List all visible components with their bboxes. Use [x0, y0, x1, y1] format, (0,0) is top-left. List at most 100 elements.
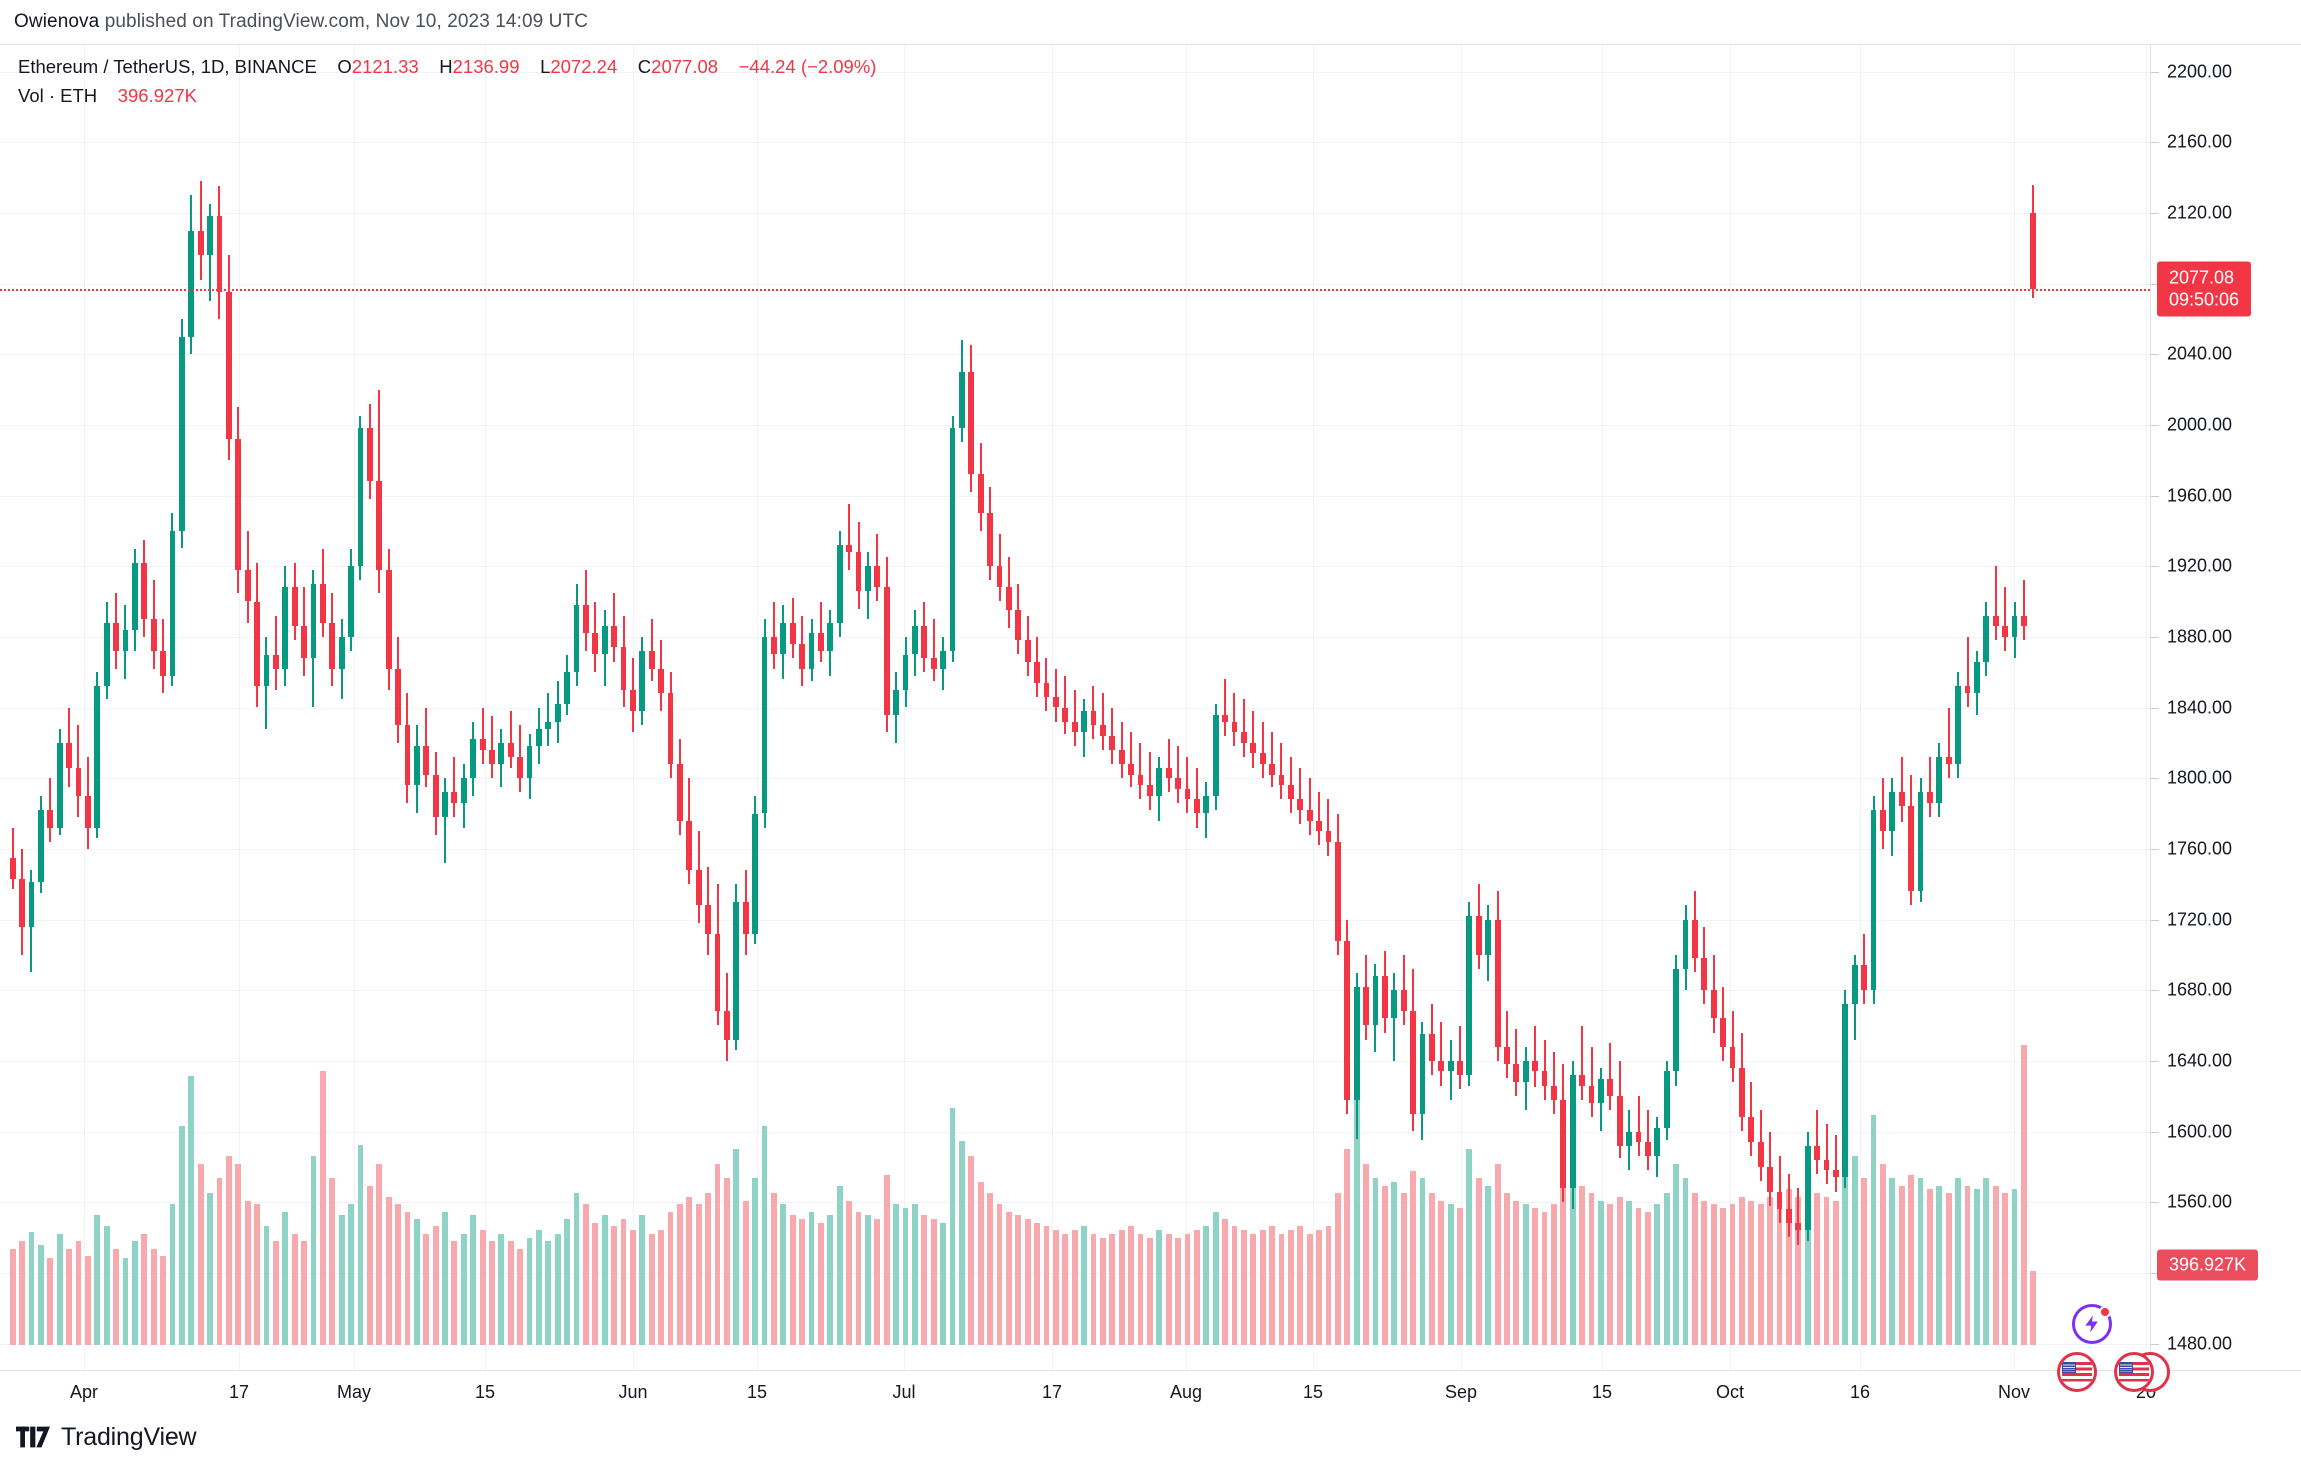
- candle-body: [1804, 1145, 1811, 1231]
- candle-body: [686, 820, 693, 871]
- chart-plot-area[interactable]: [0, 45, 2150, 1370]
- candle-body: [1551, 1085, 1557, 1100]
- volume-bar: [84, 1256, 91, 1345]
- candle-body: [583, 605, 589, 634]
- volume-bar: [658, 1230, 665, 1345]
- economic-event-marker-1[interactable]: [2057, 1352, 2097, 1392]
- horizontal-gridline: [0, 848, 2150, 850]
- candle-body: [47, 809, 54, 828]
- volume-bar: [1015, 1215, 1022, 1345]
- volume-bar: [1983, 1178, 1990, 1345]
- attribution-published-text: published on TradingView.com,: [104, 11, 371, 32]
- lightning-bolt-icon: [2085, 1315, 2098, 1333]
- volume-bar: [1034, 1222, 1040, 1345]
- earnings-lightning-marker[interactable]: [2072, 1304, 2112, 1344]
- price-tick-dash: [2151, 283, 2159, 285]
- volume-bar: [583, 1204, 589, 1345]
- volume-bar: [827, 1215, 834, 1345]
- candle-body: [893, 689, 900, 715]
- candle-wick: [1440, 1021, 1443, 1086]
- candle-body: [329, 622, 336, 669]
- price-tick-dash: [2151, 566, 2159, 568]
- volume-bar: [1099, 1237, 1106, 1345]
- candle-body: [319, 583, 326, 623]
- time-scale[interactable]: Apr 17 May 15 Jun 15 Jul 17 Aug 15 Sep 15 Oct 16 Nov 20: [0, 1370, 2301, 1414]
- candle-body: [1381, 976, 1388, 1019]
- price-tick-dash: [2151, 707, 2159, 709]
- candle-body: [9, 857, 16, 879]
- candle-body: [958, 371, 965, 429]
- candle-wick: [509, 711, 512, 768]
- candle-body: [1786, 1209, 1792, 1224]
- legend-symbol[interactable]: Ethereum / TetherUS, 1D, BINANCE: [18, 56, 317, 77]
- volume-bar: [1701, 1200, 1708, 1345]
- economic-event-marker-2[interactable]: [2114, 1352, 2154, 1392]
- volume-bar: [1579, 1185, 1586, 1345]
- volume-bar: [724, 1178, 730, 1345]
- price-tick-dash: [2151, 990, 2159, 992]
- volume-bar: [1635, 1207, 1642, 1345]
- volume-bar: [996, 1204, 1003, 1345]
- candle-body: [601, 626, 608, 655]
- attribution-timestamp: Nov 10, 2023 14:09 UTC: [375, 11, 589, 32]
- candle-body: [1494, 919, 1501, 1047]
- candle-body: [1635, 1131, 1642, 1143]
- candle-body: [1851, 965, 1858, 1005]
- candle-body: [507, 742, 514, 757]
- legend-volume-label[interactable]: Vol · ETH: [18, 85, 98, 106]
- candle-body: [1842, 1004, 1849, 1178]
- volume-bar: [1193, 1230, 1200, 1345]
- candle-body: [291, 587, 298, 627]
- legend-low-value: 2072.24: [550, 56, 618, 77]
- candle-body: [667, 693, 674, 765]
- footer: TradingView: [0, 1413, 2301, 1461]
- candle-body: [1598, 1078, 1604, 1104]
- candle-body: [272, 654, 279, 669]
- candle-wick: [1148, 751, 1151, 810]
- candle-wick: [1252, 711, 1255, 768]
- volume-bar: [1908, 1174, 1915, 1345]
- horizontal-gridline: [0, 1131, 2150, 1133]
- horizontal-gridline: [0, 1060, 2150, 1062]
- candle-body: [1193, 799, 1200, 814]
- candle-body: [1626, 1131, 1633, 1146]
- volume-bar: [1936, 1185, 1943, 1345]
- candle-wick: [2022, 580, 2025, 641]
- volume-bar: [977, 1182, 984, 1345]
- price-scale[interactable]: 2077.08 09:50:06 396.927K 2200.00 2160.00…: [2150, 45, 2301, 1414]
- volume-bar: [1880, 1163, 1886, 1345]
- volume-bar: [1090, 1233, 1097, 1345]
- candle-body: [1870, 809, 1877, 991]
- volume-bar: [1504, 1193, 1510, 1345]
- horizontal-gridline: [0, 283, 2150, 285]
- volume-bar: [1739, 1196, 1745, 1345]
- candle-wick: [444, 778, 446, 863]
- candle-wick: [274, 615, 277, 690]
- candle-body: [1475, 915, 1482, 955]
- candle-body: [1175, 778, 1181, 789]
- volume-bar: [178, 1126, 185, 1345]
- volume-bar: [1344, 1148, 1351, 1345]
- candle-body: [1917, 792, 1924, 892]
- volume-bar: [677, 1204, 683, 1345]
- volume-bar: [507, 1241, 514, 1345]
- candle-body: [1034, 661, 1040, 683]
- volume-bar: [1212, 1211, 1219, 1345]
- volume-bar: [1786, 1189, 1792, 1345]
- horizontal-gridline: [0, 424, 2150, 426]
- candle-body: [1927, 792, 1933, 803]
- candle-wick: [1590, 1046, 1593, 1118]
- candle-body: [66, 742, 72, 768]
- volume-bar: [592, 1222, 599, 1345]
- candle-body: [103, 622, 110, 687]
- candle-body: [338, 636, 345, 669]
- candle-body: [977, 474, 984, 514]
- tradingview-brand-label: TradingView: [61, 1422, 197, 1451]
- candle-body: [28, 882, 35, 927]
- volume-bar: [1203, 1226, 1210, 1345]
- candle-body: [799, 643, 806, 669]
- volume-bar: [432, 1226, 439, 1345]
- volume-bar: [1447, 1204, 1454, 1345]
- volume-bar: [1673, 1163, 1680, 1345]
